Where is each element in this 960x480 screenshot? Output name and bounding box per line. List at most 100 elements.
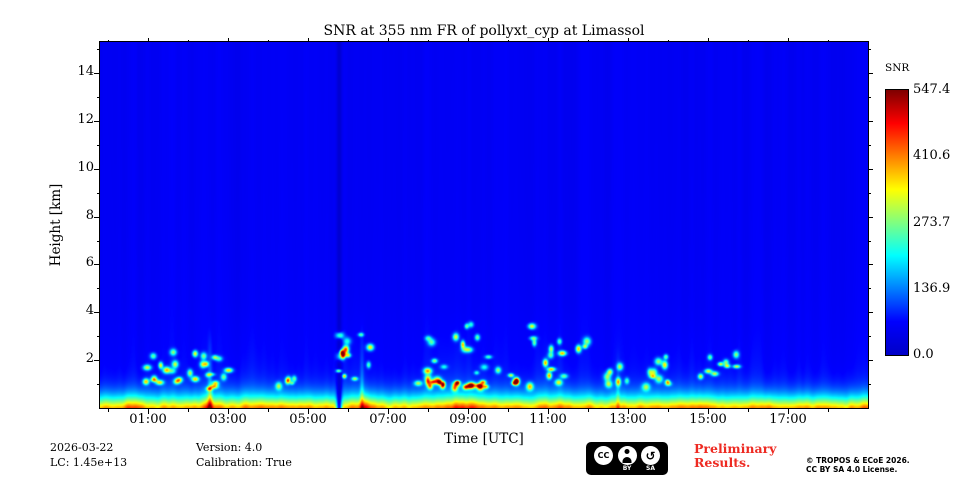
- x-minor-tick: [508, 409, 509, 412]
- x-tick-label: 17:00: [769, 412, 807, 427]
- y-tick-label: 4: [85, 303, 94, 319]
- x-minor-tick: [428, 409, 429, 412]
- x-tick-label: 07:00: [369, 412, 407, 427]
- colorbar: [885, 89, 909, 356]
- x-minor-tick: [348, 409, 349, 412]
- y-major-tick-right: [869, 360, 873, 362]
- copyright-line2: CC BY SA 4.0 License.: [806, 465, 898, 474]
- preliminary-results-label: Preliminary Results.: [694, 442, 776, 470]
- y-major-tick: [94, 360, 100, 362]
- x-major-tick-top: [468, 38, 469, 42]
- copyright-line1: © TROPOS & ECoE 2026.: [806, 456, 910, 465]
- x-tick-label: 05:00: [289, 412, 327, 427]
- version-label: Version: 4.0: [196, 441, 263, 454]
- y-minor-tick-right: [869, 288, 871, 290]
- preliminary-line1: Preliminary: [694, 441, 777, 456]
- x-major-tick-top: [388, 38, 389, 42]
- y-major-tick-right: [869, 73, 873, 75]
- y-tick-label: 2: [85, 351, 94, 367]
- y-minor-tick-right: [869, 384, 871, 386]
- x-major-tick: [308, 409, 309, 414]
- person-body-shape: [622, 457, 632, 463]
- y-major-tick: [94, 73, 100, 75]
- y-tick-label: 10: [77, 159, 94, 175]
- x-major-tick: [228, 409, 229, 414]
- share-alike-arrow: ↺: [645, 448, 656, 463]
- x-major-tick: [788, 409, 789, 414]
- colorbar-tick-label: 273.7: [913, 214, 951, 230]
- y-major-tick-right: [869, 120, 873, 122]
- x-minor-tick-top: [748, 40, 749, 42]
- y-minor-tick: [97, 144, 100, 146]
- lidar-constant-label: LC: 1.45e+13: [50, 456, 128, 469]
- y-major-tick: [94, 216, 100, 218]
- y-minor-tick: [97, 49, 100, 51]
- x-axis-label: Time [UTC]: [444, 431, 524, 447]
- x-tick-label: 15:00: [689, 412, 727, 427]
- x-major-tick-top: [708, 38, 709, 42]
- x-minor-tick: [108, 409, 109, 412]
- x-tick-label: 11:00: [529, 412, 567, 427]
- x-minor-tick-top: [588, 40, 589, 42]
- share-alike-icon: ↺: [641, 446, 660, 465]
- x-minor-tick: [188, 409, 189, 412]
- by-label: BY: [622, 465, 632, 472]
- x-tick-label: 01:00: [129, 412, 167, 427]
- x-minor-tick-top: [428, 40, 429, 42]
- y-minor-tick-right: [869, 97, 871, 99]
- y-minor-tick-right: [869, 336, 871, 338]
- y-tick-label: 14: [77, 64, 94, 80]
- y-minor-tick: [97, 240, 100, 242]
- x-minor-tick-top: [108, 40, 109, 42]
- x-minor-tick-top: [268, 40, 269, 42]
- y-minor-tick-right: [869, 240, 871, 242]
- x-major-tick: [628, 409, 629, 414]
- x-minor-tick: [268, 409, 269, 412]
- y-major-tick-right: [869, 168, 873, 170]
- person-head-shape: [624, 449, 630, 454]
- y-major-tick-right: [869, 216, 873, 218]
- x-minor-tick: [588, 409, 589, 412]
- y-tick-label: 6: [85, 255, 94, 271]
- x-major-tick-top: [548, 38, 549, 42]
- x-major-tick: [388, 409, 389, 414]
- y-major-tick: [94, 120, 100, 122]
- x-major-tick: [468, 409, 469, 414]
- x-major-tick: [548, 409, 549, 414]
- y-major-tick: [94, 168, 100, 170]
- x-minor-tick: [668, 409, 669, 412]
- date-label: 2026-03-22: [50, 441, 114, 454]
- x-major-tick-top: [308, 38, 309, 42]
- y-minor-tick: [97, 192, 100, 194]
- colorbar-tick-label: 547.4: [913, 82, 951, 97]
- x-major-tick-top: [228, 38, 229, 42]
- y-minor-tick-right: [869, 192, 871, 194]
- y-minor-tick-right: [869, 49, 871, 51]
- x-minor-tick-top: [668, 40, 669, 42]
- calibration-label: Calibration: True: [196, 456, 292, 469]
- colorbar-tick-label: 0.0: [913, 347, 934, 362]
- x-major-tick-top: [148, 38, 149, 42]
- y-major-tick-right: [869, 312, 873, 314]
- x-minor-tick: [748, 409, 749, 412]
- colorbar-gradient-canvas: [886, 90, 908, 355]
- copyright-label: © TROPOS & ECoE 2026. CC BY SA 4.0 Licen…: [806, 456, 910, 474]
- cc-icon-label: CC: [597, 451, 610, 460]
- x-minor-tick-top: [508, 40, 509, 42]
- x-minor-tick-top: [828, 40, 829, 42]
- person-icon: [617, 446, 637, 465]
- cc-icon: CC: [594, 446, 613, 465]
- y-minor-tick: [97, 288, 100, 290]
- y-major-tick: [94, 312, 100, 314]
- colorbar-title: SNR: [885, 62, 910, 74]
- y-minor-tick: [97, 336, 100, 338]
- x-major-tick: [148, 409, 149, 414]
- y-minor-tick: [97, 97, 100, 99]
- x-tick-label: 09:00: [449, 412, 487, 427]
- y-tick-label: 12: [77, 111, 94, 127]
- x-tick-label: 13:00: [609, 412, 647, 427]
- y-minor-tick: [97, 384, 100, 386]
- y-major-tick-right: [869, 264, 873, 266]
- y-major-tick: [94, 264, 100, 266]
- y-tick-label: 8: [85, 207, 94, 223]
